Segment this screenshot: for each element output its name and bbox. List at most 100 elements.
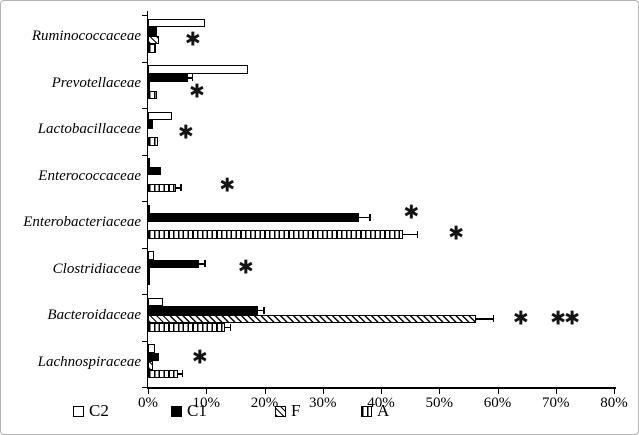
legend-swatch-c2-icon [73,405,84,417]
error-bar-line [187,77,193,79]
error-bar-cap [492,315,495,323]
error-bar-line [475,318,494,320]
bar-a-bacteroidaceae [148,323,225,332]
category-label-clostridiaceae: Clostridiaceae [52,260,141,277]
bar-f-bacteroidaceae [148,314,476,323]
y-axis-tick [141,201,147,202]
x-axis-tick [322,387,324,394]
error-bar-line [199,263,206,265]
significance-asterisk: ✱ [184,28,201,51]
error-bar-cap [181,370,184,378]
y-axis-tick [141,387,147,388]
bar-f-ruminococcaceae [148,35,160,44]
legend-item-c2: C2 [73,401,109,420]
bar-a-lactobacillaceae [148,137,158,146]
bar-c2-ruminococcaceae [148,18,206,27]
x-axis-tick-label: 80% [600,395,628,411]
bar-c2-enterococcaceae [148,158,150,167]
bar-c1-clostridiaceae [148,259,200,268]
x-axis-tick-label: 50% [425,395,454,411]
error-bar-line [175,187,182,189]
legend-item-c1: C1 [171,401,207,420]
significance-asterisk: ✱ [191,346,208,369]
legend-label-c1: C1 [187,401,207,420]
error-bar-line [224,326,231,328]
bar-f-lachnospiraceae [148,361,154,370]
significance-asterisk: ✱ [550,307,567,330]
legend-swatch-c1-icon [171,405,182,417]
bar-f-clostridiaceae [148,268,151,277]
bar-c1-enterobacteriaceae [148,213,359,222]
bar-c1-enterococcaceae [148,166,161,175]
legend-item-a: A [361,401,390,420]
bar-a-ruminococcaceae [148,44,157,53]
legend-item-f: F [275,401,301,420]
legend-swatch-a-icon [361,405,372,417]
category-label-enterobacteriaceae: Enterobacteriaceae [23,214,141,231]
significance-asterisk: ✱ [448,222,465,245]
x-axis-tick-label: 70% [542,395,570,411]
significance-asterisk: ✱ [237,256,254,279]
bar-c1-lactobacillaceae [148,120,154,129]
category-label-ruminococcaceae: Ruminococcaceae [31,28,141,45]
bar-c1-bacteroidaceae [148,306,259,315]
legend-label-a: A [377,401,390,420]
legend-label-c2: C2 [89,401,109,420]
legend-swatch-f-icon [275,405,286,417]
error-bar-cap [204,260,206,268]
error-bar-line [258,309,264,311]
x-axis-tick [148,387,149,394]
error-bar-cap [369,213,371,221]
bar-a-enterobacteriaceae [148,230,403,239]
error-bar-cap [229,323,232,331]
x-axis-tick [206,387,208,394]
x-axis-tick [264,387,266,394]
bar-c1-prevotellaceae [148,73,188,82]
bar-c2-lactobacillaceae [148,111,172,120]
y-axis-tick [141,247,147,249]
bar-c2-enterobacteriaceae [148,204,150,213]
significance-asterisk: ✱ [512,307,529,330]
x-axis-tick-label: 20% [250,395,279,411]
x-axis-tick [381,387,382,394]
x-axis-tick-label: 60% [483,395,512,411]
error-bar-cap [263,306,265,314]
y-axis-tick [141,61,147,63]
error-bar-cap [180,184,182,192]
y-axis-tick [141,154,147,156]
bar-f-prevotellaceae [148,82,150,91]
category-label-bacteroidaceae: Bacteroidaceae [47,307,141,324]
y-axis-line [146,11,148,387]
category-label-lactobacillaceae: Lactobacillaceae [37,121,141,138]
error-bar-line [177,373,183,375]
bar-c2-prevotellaceae [148,65,249,74]
y-axis-tick [141,108,147,109]
error-bar-line [402,233,418,235]
bar-a-lachnospiraceae [148,369,178,378]
significance-asterisk: ✱ [188,80,205,103]
category-label-enterococcaceae: Enterococcaceae [38,167,141,184]
bar-a-enterococcaceae [148,183,176,192]
error-bar-line [358,216,370,218]
y-axis-tick [141,294,147,295]
x-axis-tick-label: 30% [309,395,337,411]
bar-c2-clostridiaceae [148,251,154,260]
bar-a-clostridiaceae [148,276,150,285]
significance-asterisk: ✱ [177,121,194,144]
bar-c1-ruminococcaceae [148,27,158,36]
legend-label-f: F [291,401,301,420]
x-axis-tick-label: 10% [192,395,221,411]
category-label-lachnospiraceae: Lachnospiraceae [37,353,141,370]
y-axis-tick [141,15,147,16]
x-axis-tick [555,387,557,394]
x-axis-tick [614,387,615,394]
category-label-prevotellaceae: Prevotellaceae [51,74,141,91]
x-axis-tick-label: 0% [138,395,158,411]
bar-a-prevotellaceae [148,90,157,99]
error-bar-cap [191,74,194,82]
bar-c2-lachnospiraceae [148,344,155,353]
significance-asterisk: ✱ [219,174,236,197]
x-axis-tick [439,387,441,394]
